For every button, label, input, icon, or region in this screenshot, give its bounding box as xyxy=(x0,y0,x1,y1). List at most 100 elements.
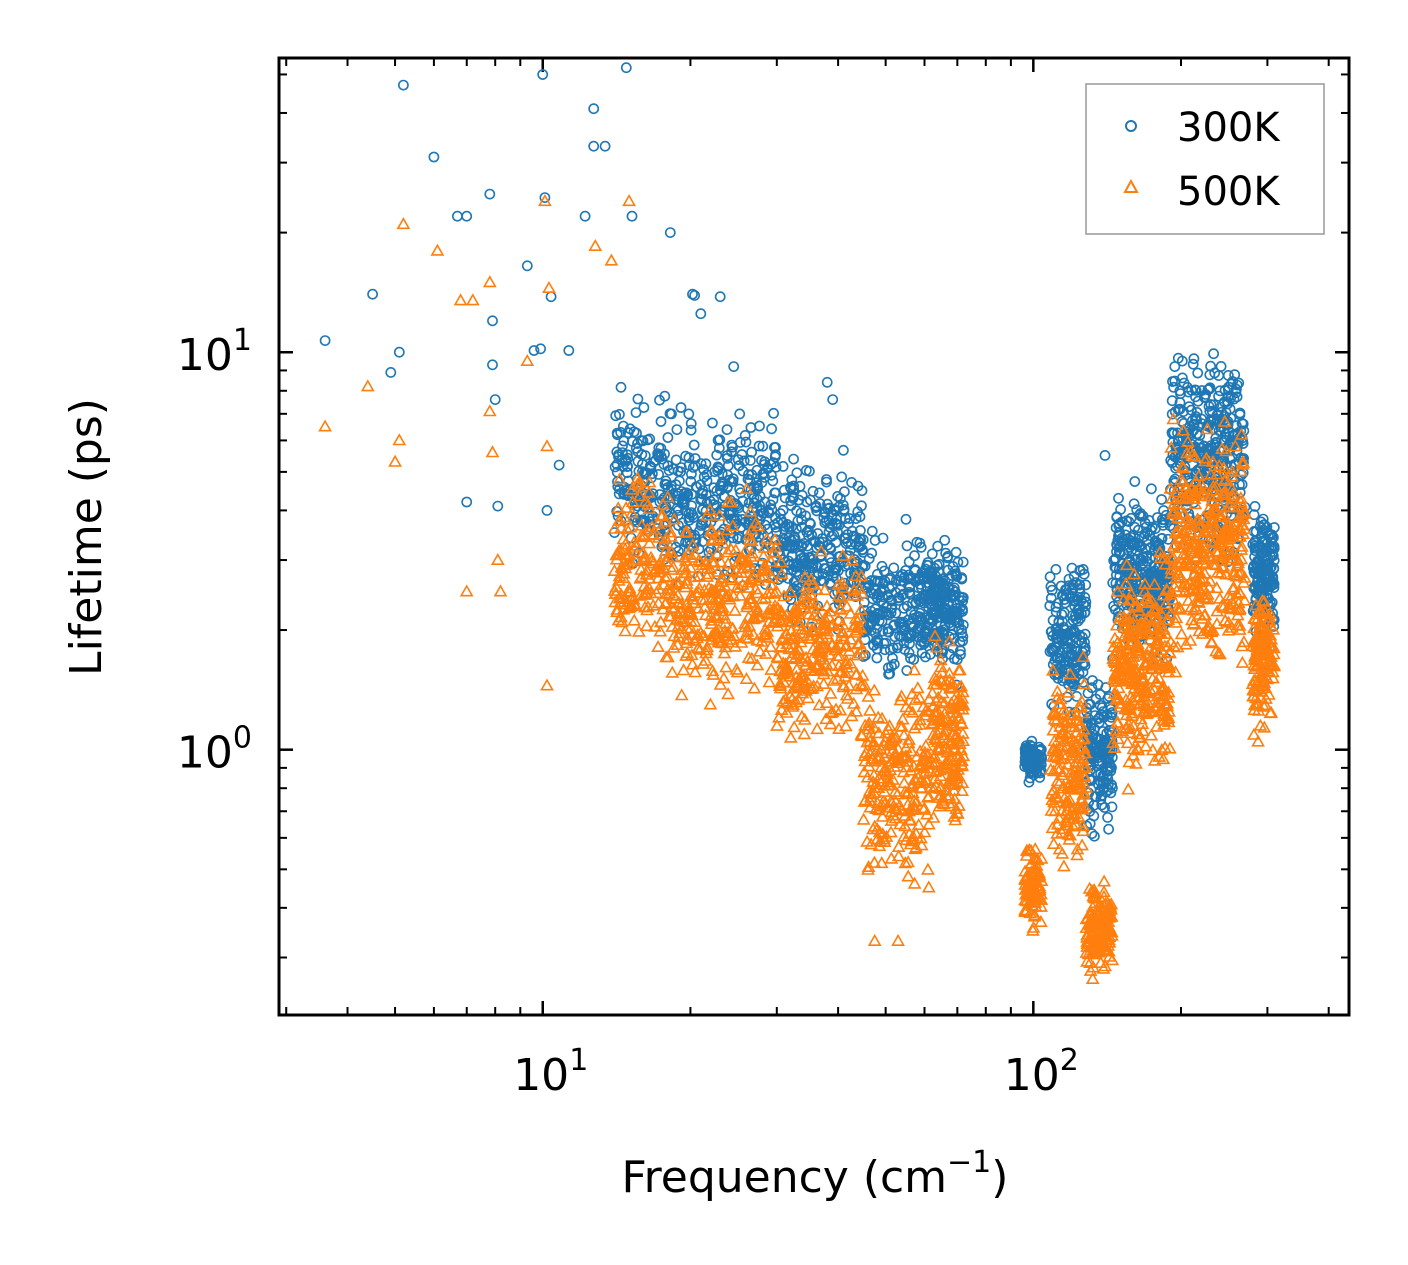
data-point xyxy=(1201,592,1216,605)
data-point xyxy=(1097,706,1109,717)
data-point xyxy=(917,801,932,814)
data-point xyxy=(769,584,784,597)
data-point xyxy=(832,648,847,662)
data-point xyxy=(810,721,825,735)
data-point xyxy=(1204,636,1219,649)
data-point xyxy=(871,652,883,664)
data-point xyxy=(620,454,631,466)
data-point xyxy=(1251,561,1263,573)
data-point xyxy=(1267,571,1279,583)
data-point xyxy=(914,831,928,844)
data-point xyxy=(1125,535,1137,547)
data-point xyxy=(1185,448,1199,461)
data-point xyxy=(811,609,826,622)
data-point xyxy=(1057,859,1071,872)
data-point xyxy=(925,686,940,699)
data-point xyxy=(867,593,879,605)
data-point xyxy=(931,560,943,571)
data-point xyxy=(1076,740,1091,753)
data-point xyxy=(1107,648,1122,662)
data-point xyxy=(720,523,735,536)
data-point xyxy=(703,503,717,516)
data-point xyxy=(1097,932,1112,945)
data-point xyxy=(1179,637,1193,650)
data-point xyxy=(1102,903,1116,916)
data-point xyxy=(800,622,815,635)
data-point xyxy=(915,578,926,590)
data-point xyxy=(1214,509,1229,522)
data-point xyxy=(1019,887,1033,900)
data-point xyxy=(1222,398,1234,410)
data-point xyxy=(817,582,832,596)
data-point xyxy=(948,582,960,594)
data-point xyxy=(1074,629,1085,641)
data-point xyxy=(1168,665,1183,678)
data-point xyxy=(902,703,917,716)
data-point xyxy=(1187,358,1199,370)
data-point xyxy=(1223,499,1237,513)
data-point xyxy=(626,540,641,553)
data-point xyxy=(917,825,932,838)
data-point xyxy=(1237,505,1252,518)
data-point xyxy=(683,560,698,573)
data-point xyxy=(867,819,882,832)
data-point xyxy=(1061,818,1075,831)
data-point xyxy=(940,547,952,559)
data-point xyxy=(1133,643,1147,656)
data-point xyxy=(653,451,665,463)
data-point xyxy=(702,548,717,561)
data-point xyxy=(1200,422,1215,435)
data-point xyxy=(1173,602,1188,615)
data-point xyxy=(881,775,895,788)
data-point xyxy=(1168,485,1183,498)
data-point xyxy=(618,624,633,637)
data-point xyxy=(1199,451,1214,464)
data-point xyxy=(1162,610,1174,622)
data-point xyxy=(645,461,657,473)
data-point xyxy=(1154,620,1169,633)
data-point xyxy=(884,734,899,747)
data-point xyxy=(768,602,782,615)
data-point xyxy=(850,667,864,680)
data-point xyxy=(801,691,815,704)
data-point xyxy=(908,692,923,705)
data-point xyxy=(940,756,954,769)
data-point xyxy=(779,627,794,640)
data-point xyxy=(721,635,736,648)
data-point xyxy=(641,497,656,510)
data-point xyxy=(877,784,892,797)
data-point xyxy=(721,556,736,569)
data-point xyxy=(1216,486,1231,499)
data-point xyxy=(905,802,919,816)
data-point xyxy=(1077,631,1088,643)
data-point xyxy=(750,633,765,646)
data-point xyxy=(947,809,962,822)
data-point xyxy=(1149,675,1164,688)
data-point xyxy=(1063,679,1074,690)
data-point xyxy=(900,513,912,525)
data-point xyxy=(774,604,788,617)
data-point xyxy=(901,855,915,868)
data-point xyxy=(611,544,626,557)
data-point xyxy=(1060,757,1075,770)
data-point xyxy=(840,691,855,704)
data-point xyxy=(1110,584,1125,597)
data-point xyxy=(1189,474,1203,487)
data-point xyxy=(738,455,750,467)
data-point xyxy=(1206,536,1221,549)
data-point xyxy=(1203,549,1217,562)
data-point xyxy=(1223,496,1238,509)
data-point xyxy=(385,366,397,378)
data-point xyxy=(1047,659,1059,670)
data-point xyxy=(897,728,911,741)
data-point xyxy=(1046,836,1061,850)
data-point xyxy=(872,803,886,816)
data-point xyxy=(1091,945,1106,958)
data-point xyxy=(1050,642,1062,654)
data-point xyxy=(777,460,789,472)
data-point xyxy=(640,603,654,616)
data-point xyxy=(1174,627,1189,640)
data-point xyxy=(806,608,821,621)
data-point xyxy=(1097,910,1111,923)
data-point xyxy=(1092,679,1104,690)
